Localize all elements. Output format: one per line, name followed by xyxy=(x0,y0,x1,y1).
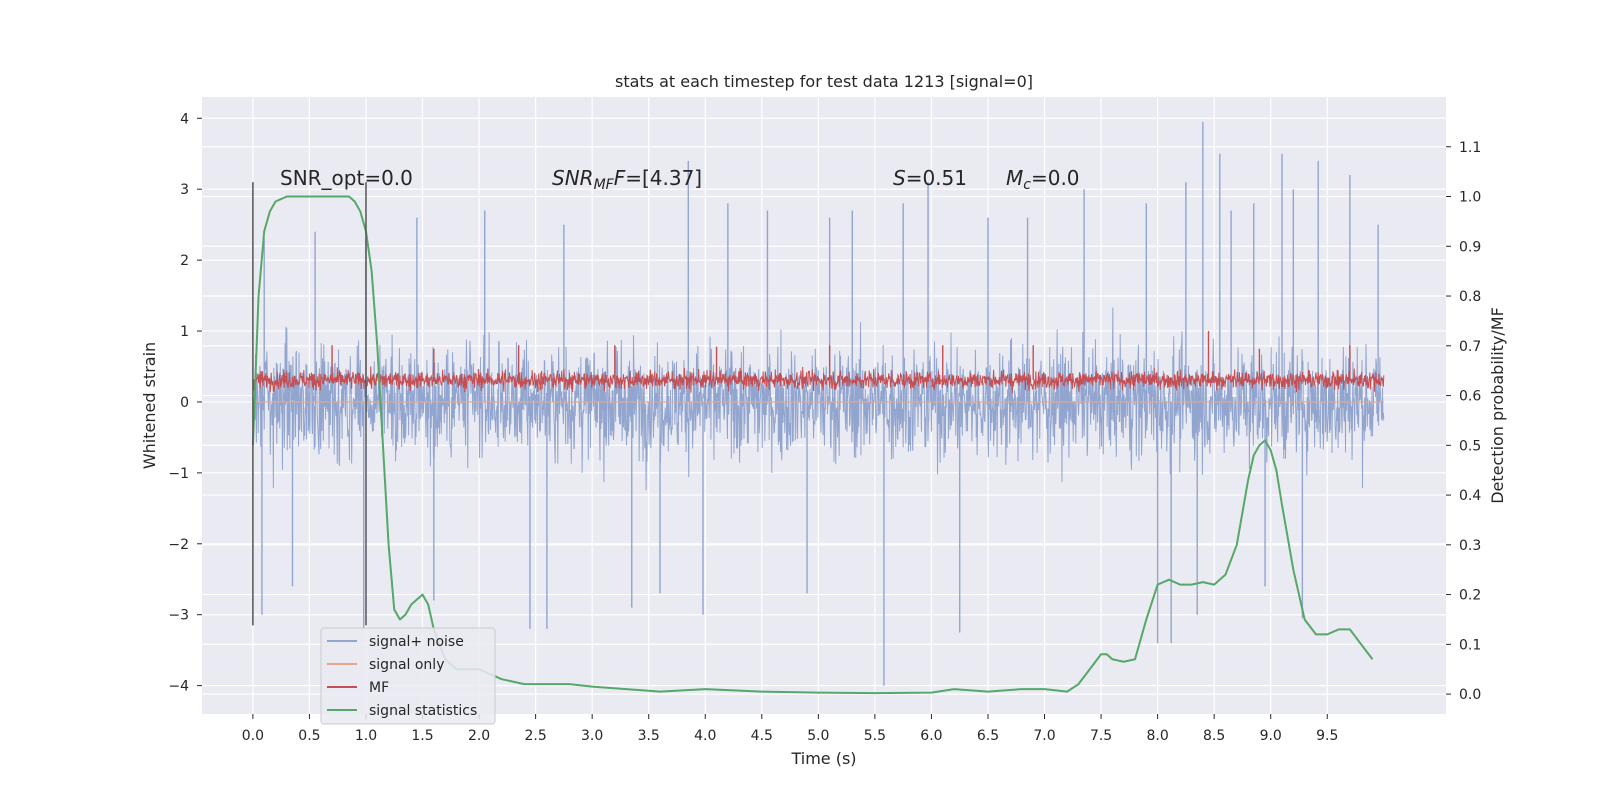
x-tick-label: 3.5 xyxy=(638,728,660,744)
snr-mf-f: F xyxy=(614,166,626,190)
x-tick-label: 3.0 xyxy=(581,728,603,744)
s-symbol: S xyxy=(893,166,906,190)
y2-tick-label: 1.1 xyxy=(1459,140,1481,156)
mc-value: =0.0 xyxy=(1031,166,1080,190)
x-tick-label: 0.0 xyxy=(242,728,264,744)
series-line-mf xyxy=(252,366,1385,394)
snr-mf-value: =[4.37] xyxy=(625,166,702,190)
legend-label: signal statistics xyxy=(369,703,477,719)
x-tick-label: 0.5 xyxy=(298,728,320,744)
snr-mf-annotation: SNRMFF=[4.37] xyxy=(552,166,702,193)
x-axis-label: Time (s) xyxy=(790,749,856,768)
y2-tick-label: 0.7 xyxy=(1459,339,1481,355)
legend-label: signal only xyxy=(369,657,444,673)
snr-opt-annotation: SNR_opt=0.0 xyxy=(280,166,413,190)
x-tick-label: 1.0 xyxy=(355,728,377,744)
y2-tick-label: 0.4 xyxy=(1459,488,1481,504)
y2-tick-label: 0.8 xyxy=(1459,289,1481,305)
x-tick-label: 6.5 xyxy=(977,728,999,744)
x-tick-label: 5.5 xyxy=(864,728,886,744)
y-tick-label: 4 xyxy=(180,111,189,127)
y-tick-label: −1 xyxy=(168,466,189,482)
y-tick-label: −3 xyxy=(168,608,189,624)
window-markers xyxy=(252,182,367,626)
tick-labels: 0.0 0.5 1.0 1.5 2.0 2.5 3.0 3.5 4.0 4.5 5.0 5.5 6.0 6… xyxy=(168,111,1481,744)
x-tick-label: 4.0 xyxy=(694,728,716,744)
y2-tick-label: 1.0 xyxy=(1459,190,1481,206)
x-tick-label: 8.5 xyxy=(1203,728,1225,744)
legend-label: MF xyxy=(369,680,389,696)
legend-label: signal+ noise xyxy=(369,634,464,650)
y-tick-label: 3 xyxy=(180,182,189,198)
mc-annotation: Mc=0.0 xyxy=(1006,166,1080,193)
y-tick-label: 1 xyxy=(180,324,189,340)
x-tick-label: 7.0 xyxy=(1033,728,1055,744)
y2-tick-label: 0.2 xyxy=(1459,588,1481,604)
data-series xyxy=(251,121,1385,695)
y2-tick-label: 0.6 xyxy=(1459,389,1481,405)
y-tick-label: 2 xyxy=(180,253,189,269)
y2-axis-label: Detection probability/MF xyxy=(1488,307,1507,504)
y2-tick-label: 0.1 xyxy=(1459,637,1481,653)
x-tick-label: 9.0 xyxy=(1260,728,1282,744)
y2-tick-label: 0.5 xyxy=(1459,438,1481,454)
x-tick-label: 4.5 xyxy=(751,728,773,744)
x-tick-label: 1.5 xyxy=(411,728,433,744)
x-tick-label: 7.5 xyxy=(1090,728,1112,744)
x-tick-label: 8.0 xyxy=(1146,728,1168,744)
s-annotation: S=0.51 xyxy=(893,166,967,190)
y2-tick-label: 0.0 xyxy=(1459,687,1481,703)
series-line-signal-noise xyxy=(252,307,1385,491)
y2-tick-label: 0.9 xyxy=(1459,239,1481,255)
series-line-signal-statistics xyxy=(251,195,1374,695)
annotations: SNR_opt=0.0 SNRMFF=[4.37] S=0.51 Mc=0.0 xyxy=(280,166,1080,193)
chart-title: stats at each timestep for test data 121… xyxy=(615,72,1033,91)
s-value: =0.51 xyxy=(906,166,967,190)
mc-symbol: M xyxy=(1006,166,1023,190)
snr-mf-subscript: MF xyxy=(594,177,615,193)
y-tick-label: −2 xyxy=(168,537,189,553)
x-tick-label: 5.0 xyxy=(807,728,829,744)
x-tick-label: 2.0 xyxy=(468,728,490,744)
x-tick-label: 9.5 xyxy=(1316,728,1338,744)
y-tick-label: 0 xyxy=(180,395,189,411)
legend-box xyxy=(320,627,496,725)
snr-mf-symbol: SNR xyxy=(552,166,594,190)
x-tick-label: 6.0 xyxy=(920,728,942,744)
y-tick-label: −4 xyxy=(168,679,189,695)
x-tick-label: 2.5 xyxy=(524,728,546,744)
y-axis-label: Whitened strain xyxy=(140,342,159,469)
y2-tick-label: 0.3 xyxy=(1459,538,1481,554)
mc-subscript: c xyxy=(1023,177,1031,193)
legend: signal+ noise signal only MF signal statist… xyxy=(320,627,496,725)
